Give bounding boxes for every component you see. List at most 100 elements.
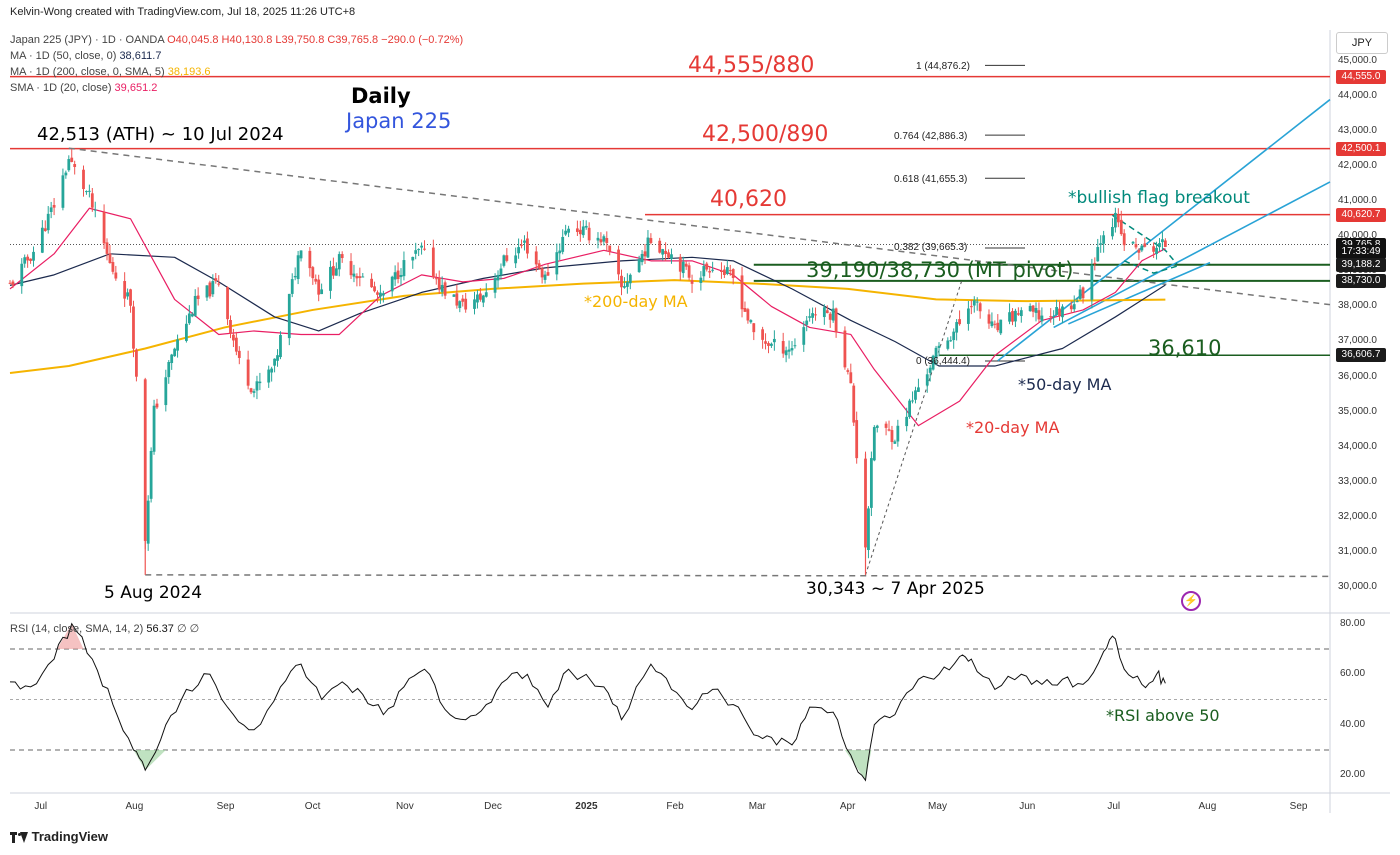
candle-body-57 xyxy=(247,360,250,386)
candle-body-43 xyxy=(188,314,191,324)
candle-body-61 xyxy=(258,382,261,383)
candle-body-40 xyxy=(173,349,176,356)
candle-body-164 xyxy=(685,264,688,267)
candle-body-265 xyxy=(1099,243,1102,244)
candle-body-58 xyxy=(250,388,253,392)
candle-body-160 xyxy=(667,252,670,257)
candle-body-59 xyxy=(253,391,256,393)
candle-body-94 xyxy=(397,271,400,279)
candle-body-22 xyxy=(103,212,106,243)
candle-body-143 xyxy=(600,239,603,242)
candle-body-246 xyxy=(1020,310,1023,316)
ma50-legend[interactable]: MA · 1D (50, close, 0) 38,611.7 xyxy=(10,50,161,62)
candle-body-1 xyxy=(12,282,15,286)
rsi-legend-extra: ∅ ∅ xyxy=(177,623,199,635)
candle-body-184 xyxy=(767,343,770,346)
candle-body-243 xyxy=(1011,311,1014,322)
candle-body-124 xyxy=(520,245,523,246)
candle-body-72 xyxy=(308,251,311,268)
ma20-note: *20-day MA xyxy=(966,418,1059,437)
candle-body-212 xyxy=(885,424,888,428)
candle-body-12 xyxy=(62,175,65,207)
candle-body-105 xyxy=(441,285,444,292)
candle-body-25 xyxy=(111,262,114,272)
symbol-line: Japan 225 (JPY) · 1D · OANDA O40,045.8 H… xyxy=(10,34,463,46)
candle-body-278 xyxy=(1155,248,1158,254)
candle-body-109 xyxy=(458,301,461,308)
ath-label: 42,513 (ATH) ~ 10 Jul 2024 xyxy=(37,124,284,145)
candle-body-148 xyxy=(620,276,623,287)
candle-body-132 xyxy=(555,252,558,274)
candle-body-2 xyxy=(20,264,23,286)
bullish-flag-label: *bullish flag breakout xyxy=(1068,188,1250,208)
candle-body-221 xyxy=(917,387,920,392)
time-tick-0: Jul xyxy=(34,801,47,812)
candle-body-249 xyxy=(1035,308,1038,313)
candle-body-16 xyxy=(73,164,76,167)
low-support-line xyxy=(145,575,1330,577)
price-tick-14: 31,000.0 xyxy=(1338,546,1377,557)
candle-body-281 xyxy=(1164,240,1167,246)
candle-body-95 xyxy=(400,275,403,277)
candle-body-73 xyxy=(311,267,314,278)
candle-body-171 xyxy=(711,270,714,271)
candles xyxy=(9,149,1167,558)
candle-body-159 xyxy=(664,251,667,254)
candle-body-218 xyxy=(908,401,911,417)
candle-body-211 xyxy=(876,426,879,428)
candle-body-46 xyxy=(197,296,200,299)
candle-body-110 xyxy=(461,299,464,302)
candle-body-276 xyxy=(1143,243,1146,246)
candle-body-247 xyxy=(1029,306,1032,311)
candle-body-274 xyxy=(1138,250,1141,253)
candle-body-264 xyxy=(1096,247,1099,261)
candle-body-223 xyxy=(929,368,932,373)
lightning-icon[interactable]: ⚡ xyxy=(1181,591,1201,611)
currency-button[interactable]: JPY xyxy=(1336,32,1388,54)
candle-body-262 xyxy=(1090,265,1093,299)
rsi-legend[interactable]: RSI (14, close, SMA, 14, 2) 56.37 ∅ ∅ xyxy=(10,622,199,635)
candle-body-181 xyxy=(752,323,755,332)
candle-body-130 xyxy=(544,275,547,280)
candle-body-10 xyxy=(50,207,53,212)
candle-body-169 xyxy=(705,264,708,270)
candle-body-87 xyxy=(370,279,373,287)
candle-body-178 xyxy=(744,308,747,312)
candle-body-205 xyxy=(852,386,855,423)
fib-level-1: 1 (44,876.2) xyxy=(916,61,970,72)
candle-body-183 xyxy=(764,341,767,344)
sma20-legend[interactable]: SMA · 1D (20, close) 39,651.2 xyxy=(10,82,157,94)
candle-body-270 xyxy=(1120,220,1123,234)
time-tick-8: Mar xyxy=(749,801,766,812)
candle-body-89 xyxy=(376,292,379,295)
candle-body-86 xyxy=(361,276,364,277)
price-badge-0: 44,555.0 xyxy=(1336,70,1386,84)
candle-body-31 xyxy=(135,350,138,377)
candle-body-230 xyxy=(955,322,958,333)
candle-body-15 xyxy=(70,158,73,162)
candle-body-226 xyxy=(938,346,941,348)
ma200-legend[interactable]: MA · 1D (200, close, 0, SMA, 5) 38,193.6 xyxy=(10,66,211,78)
candle-body-19 xyxy=(88,191,91,192)
candle-body-117 xyxy=(494,278,497,293)
candle-body-251 xyxy=(1040,316,1043,322)
candle-body-56 xyxy=(238,351,241,358)
rsi-line xyxy=(10,624,1165,781)
candle-body-239 xyxy=(993,324,996,325)
candle-body-24 xyxy=(109,253,112,263)
candle-body-266 xyxy=(1102,235,1105,243)
fib-anchor-line xyxy=(866,278,963,575)
candle-body-182 xyxy=(761,329,764,340)
timeframe-title: Daily xyxy=(351,84,411,108)
candle-body-100 xyxy=(420,246,423,248)
price-tick-3: 42,000.0 xyxy=(1338,160,1377,171)
candle-body-85 xyxy=(358,276,361,278)
symbol-name: Japan 225 (JPY) · 1D · OANDA xyxy=(10,34,164,46)
candle-body-201 xyxy=(835,308,838,332)
candle-body-253 xyxy=(1052,316,1055,317)
candle-body-101 xyxy=(423,249,426,250)
fib-level-0618: 0.618 (41,655.3) xyxy=(894,174,967,185)
price-badge-7: 36,606.7 xyxy=(1336,348,1386,362)
candle-body-250 xyxy=(1038,310,1041,319)
resistance-2-label: 42,500/890 xyxy=(702,122,828,147)
